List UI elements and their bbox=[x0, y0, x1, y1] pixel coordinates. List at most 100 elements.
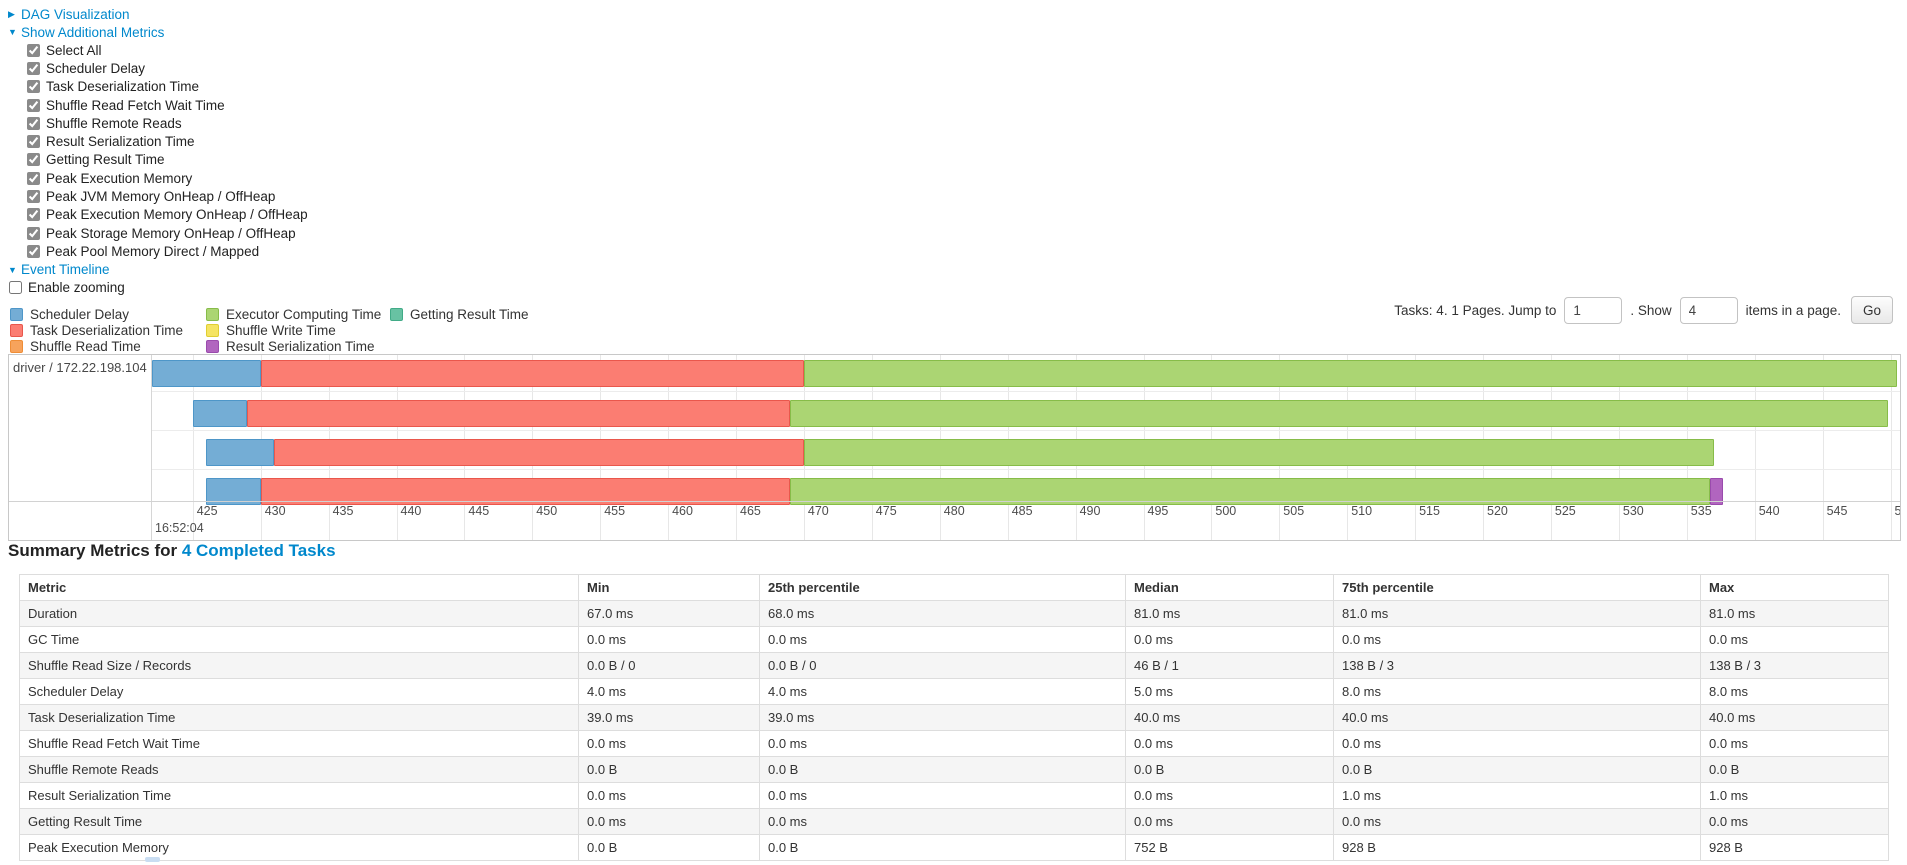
task-segment-task-deserialization[interactable] bbox=[260, 360, 804, 387]
timeline-legend: Scheduler Delay Task Deserialization Time… bbox=[10, 306, 529, 354]
metric-checkbox-label: Peak Storage Memory OnHeap / OffHeap bbox=[46, 225, 296, 241]
metric-checkbox-peak-pool-memory-direct-mapped[interactable] bbox=[27, 244, 40, 258]
expanded-arrow-icon: ▼ bbox=[8, 264, 17, 275]
metric-value-cell: 4.0 ms bbox=[578, 678, 760, 705]
legend-swatch-icon bbox=[206, 307, 219, 321]
legend-swatch-icon bbox=[10, 323, 23, 337]
timeline-row-separator bbox=[152, 469, 1900, 470]
metric-checkbox-label: Task Deserialization Time bbox=[46, 79, 200, 95]
metric-value-cell: 0.0 ms bbox=[1333, 626, 1701, 653]
legend-item-label: Scheduler Delay bbox=[30, 306, 130, 322]
completed-tasks-link[interactable]: 4 Completed Tasks bbox=[181, 541, 336, 560]
metric-checkbox-row: Result Serialization Time bbox=[27, 132, 308, 150]
legend-item-label: Task Deserialization Time bbox=[30, 322, 184, 338]
metric-checkbox-row: Getting Result Time bbox=[27, 151, 308, 169]
stage-controls: ▶ DAG Visualization ▼ Show Additional Me… bbox=[8, 5, 308, 297]
metric-value-cell: 1.0 ms bbox=[1333, 782, 1701, 809]
task-segment-executor-computing[interactable] bbox=[803, 439, 1714, 466]
jump-to-page-input[interactable] bbox=[1564, 296, 1623, 324]
timeline-plot-area: 425 430 435 440 445 450 455 460 465 470 475 480 485 4… bbox=[152, 355, 1900, 540]
metric-checkbox-getting-result-time[interactable] bbox=[27, 153, 40, 167]
show-additional-metrics-toggle[interactable]: ▼ Show Additional Metrics bbox=[8, 23, 308, 41]
task-segment-executor-computing[interactable] bbox=[803, 360, 1898, 387]
task-segment-scheduler-delay[interactable] bbox=[206, 478, 261, 505]
metric-checkbox-peak-execution-memory[interactable] bbox=[27, 171, 40, 185]
metric-checkbox-shuffle-remote-reads[interactable] bbox=[27, 116, 40, 130]
metric-checkbox-scheduler-delay[interactable] bbox=[27, 61, 40, 75]
timeline-tick-label: 520 bbox=[1487, 504, 1508, 518]
timeline-major-time-label: 16:52:04 bbox=[155, 521, 204, 535]
enable-zooming-checkbox[interactable] bbox=[9, 281, 22, 295]
event-timeline-toggle[interactable]: ▼ Event Timeline bbox=[8, 261, 308, 279]
table-row: Peak Execution Memory 0.0 B 0.0 B 752 B 928 … bbox=[19, 834, 1889, 861]
metric-checkbox-peak-jvm-memory-onheap-offheap[interactable] bbox=[27, 190, 40, 204]
task-segment-scheduler-delay[interactable] bbox=[192, 400, 247, 427]
legend-item: Executor Computing Time bbox=[206, 306, 390, 322]
clipped-content-below bbox=[145, 857, 160, 862]
metric-value-cell: 0.0 B bbox=[578, 756, 760, 783]
timeline-task-row bbox=[152, 400, 1900, 427]
metric-value-cell: 0.0 ms bbox=[759, 808, 1126, 835]
table-row: Scheduler Delay 4.0 ms 4.0 ms 5.0 ms 8.0 ms 8… bbox=[19, 678, 1889, 705]
dag-visualization-label: DAG Visualization bbox=[21, 6, 130, 22]
dag-visualization-toggle[interactable]: ▶ DAG Visualization bbox=[8, 5, 308, 23]
task-segment-scheduler-delay[interactable] bbox=[152, 360, 261, 387]
legend-item: Shuffle Read Time bbox=[10, 338, 206, 354]
table-row: GC Time 0.0 ms 0.0 ms 0.0 ms 0.0 ms 0.0 ms bbox=[19, 626, 1889, 653]
metric-checkbox-row: Peak Storage Memory OnHeap / OffHeap bbox=[27, 224, 308, 242]
metric-checkbox-label: Select All bbox=[46, 42, 102, 58]
table-row: Shuffle Read Fetch Wait Time 0.0 ms 0.0 ms… bbox=[19, 730, 1889, 757]
task-segment-scheduler-delay[interactable] bbox=[206, 439, 275, 466]
summary-title-text: Summary Metrics for bbox=[8, 541, 182, 560]
metric-value-cell: 0.0 ms bbox=[1333, 808, 1701, 835]
metric-value-cell: 0.0 B bbox=[759, 834, 1126, 861]
timeline-tick-label: 435 bbox=[332, 504, 354, 518]
metric-checkbox-row: Select All bbox=[27, 41, 308, 59]
metric-name-cell: Scheduler Delay bbox=[19, 678, 579, 705]
metric-checkbox-row: Peak Execution Memory OnHeap / OffHeap bbox=[27, 206, 308, 224]
legend-swatch-icon bbox=[10, 307, 23, 321]
table-row: Result Serialization Time 0.0 ms 0.0 ms 0.0… bbox=[19, 782, 1889, 809]
timeline-axis-line bbox=[9, 501, 1900, 502]
metric-value-cell: 0.0 ms bbox=[1125, 730, 1334, 757]
items-per-page-input[interactable] bbox=[1679, 296, 1738, 324]
metric-value-cell: 0.0 B / 0 bbox=[759, 652, 1126, 679]
metric-checkbox-task-deserialization-time[interactable] bbox=[27, 80, 40, 94]
metric-checkbox-peak-storage-memory-onheap-offheap[interactable] bbox=[27, 226, 40, 240]
timeline-gridline bbox=[192, 355, 194, 540]
metric-checkbox-result-serialization-time[interactable] bbox=[27, 135, 40, 149]
task-segment-executor-computing[interactable] bbox=[790, 478, 1710, 505]
timeline-tick-label: 490 bbox=[1079, 504, 1101, 518]
task-segment-task-deserialization[interactable] bbox=[247, 400, 791, 427]
legend-item: Task Deserialization Time bbox=[10, 322, 206, 338]
metric-name-cell: Shuffle Read Size / Records bbox=[19, 652, 579, 679]
metric-checkbox-peak-execution-memory-onheap-offheap[interactable] bbox=[27, 208, 40, 222]
legend-swatch-icon bbox=[390, 307, 403, 321]
collapsed-arrow-icon: ▶ bbox=[8, 8, 15, 19]
timeline-tick-label: 505 bbox=[1283, 504, 1305, 518]
timeline-group-label: driver / 172.22.198.104 bbox=[13, 360, 147, 375]
legend-item-label: Result Serialization Time bbox=[226, 338, 375, 354]
metric-value-cell: 928 B bbox=[1333, 834, 1701, 861]
metric-checkbox-label: Peak Execution Memory bbox=[46, 170, 193, 186]
metric-checkbox-shuffle-read-fetch-wait-time[interactable] bbox=[27, 98, 40, 112]
table-body: Duration 67.0 ms 68.0 ms 81.0 ms 81.0 ms 81.0… bbox=[19, 600, 1889, 861]
metric-checkbox-select-all[interactable] bbox=[27, 43, 40, 57]
task-segment-task-deserialization[interactable] bbox=[260, 478, 791, 505]
task-segment-task-deserialization[interactable] bbox=[274, 439, 804, 466]
task-segment-executor-computing[interactable] bbox=[790, 400, 1888, 427]
metric-checkbox-label: Result Serialization Time bbox=[46, 134, 195, 150]
task-segment-result-serialization[interactable] bbox=[1709, 478, 1724, 505]
metric-checkbox-row: Peak Execution Memory bbox=[27, 169, 308, 187]
summary-metrics-title: Summary Metrics for 4 Completed Tasks bbox=[8, 541, 336, 561]
legend-item-label: Getting Result Time bbox=[410, 306, 529, 322]
metric-name-cell: Shuffle Read Fetch Wait Time bbox=[19, 730, 579, 757]
metric-value-cell: 67.0 ms bbox=[578, 600, 760, 627]
metric-checkbox-label: Getting Result Time bbox=[46, 152, 165, 168]
metric-value-cell: 0.0 ms bbox=[578, 730, 760, 757]
metric-value-cell: 1.0 ms bbox=[1700, 782, 1889, 809]
legend-item: Getting Result Time bbox=[390, 306, 529, 322]
metric-value-cell: 138 B / 3 bbox=[1333, 652, 1701, 679]
metric-value-cell: 5.0 ms bbox=[1125, 678, 1334, 705]
go-button[interactable]: Go bbox=[1850, 296, 1893, 324]
